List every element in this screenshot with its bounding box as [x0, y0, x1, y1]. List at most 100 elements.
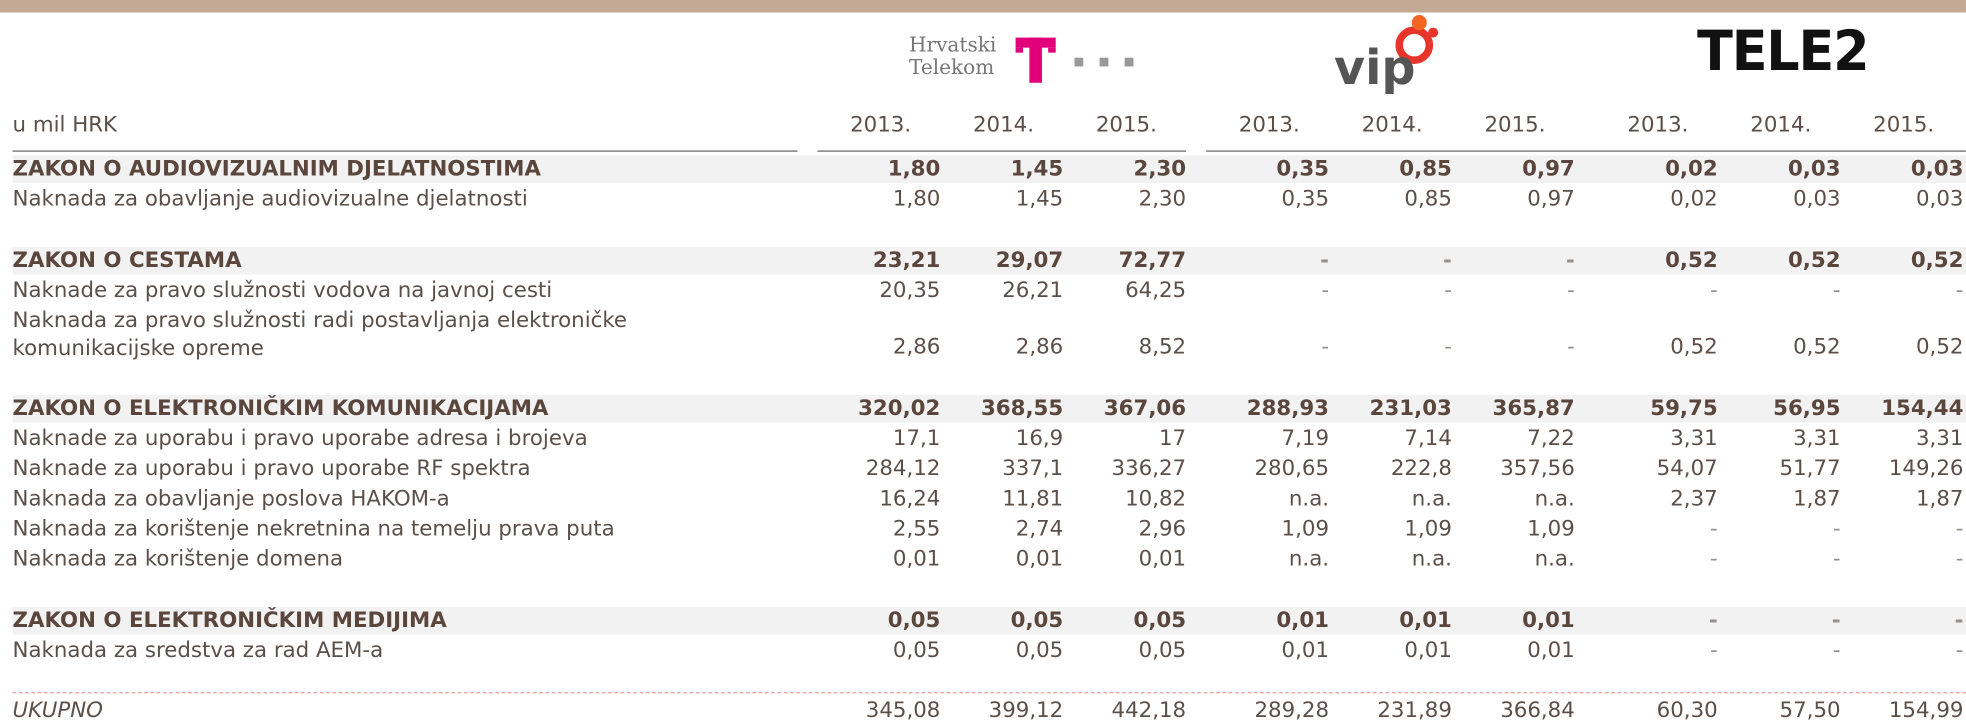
cell: 0,35 — [1281, 186, 1330, 212]
row-label: ZAKON O AUDIOVIZUALNIM DJELATNOSTIMA — [12, 156, 541, 182]
cell: 2,55 — [892, 516, 941, 542]
cell: - — [1832, 516, 1841, 542]
cell: 7,19 — [1281, 426, 1330, 452]
logo-tele2: TELE2 — [1697, 20, 1869, 85]
cell: 8,52 — [1138, 334, 1187, 360]
section-bg — [12, 606, 1966, 635]
year-header: 2013. — [1627, 112, 1689, 138]
cell: 3,31 — [1670, 426, 1718, 452]
cell: 0,03 — [1910, 156, 1964, 182]
cell: - — [1444, 278, 1452, 304]
year-header: 2013. — [850, 112, 912, 138]
cell: 284,12 — [865, 456, 941, 482]
cell: 0,01 — [892, 546, 941, 572]
cell: 0,03 — [1915, 186, 1964, 212]
cell: 0,97 — [1522, 156, 1575, 182]
cell: 51,77 — [1779, 456, 1841, 482]
cell: - — [1955, 516, 1964, 542]
cell: 1,80 — [892, 186, 941, 212]
cell: 56,95 — [1773, 396, 1841, 422]
cell: 442,18 — [1111, 698, 1187, 724]
cell: - — [1710, 638, 1718, 664]
cell: - — [1955, 278, 1964, 304]
cell: 0,02 — [1665, 156, 1718, 182]
cell: 0,01 — [1138, 546, 1187, 572]
logo-text: Telekom — [909, 55, 995, 79]
cell: 0,01 — [1015, 546, 1064, 572]
cell: n.a. — [1534, 486, 1575, 512]
cell: 0,52 — [1910, 248, 1964, 274]
cell: 0,05 — [887, 608, 941, 634]
row-label: Naknade za uporabu i pravo uporabe RF sp… — [12, 456, 531, 482]
row-label: Naknada za pravo služnosti radi postavlj… — [12, 308, 628, 362]
section-bg — [12, 246, 1966, 275]
cell: 345,08 — [865, 698, 941, 724]
cell: - — [1832, 278, 1841, 304]
cell: 320,02 — [858, 396, 941, 422]
cell: 0,85 — [1404, 186, 1452, 212]
cell: 0,97 — [1527, 186, 1575, 212]
cell: 16,24 — [879, 486, 941, 512]
cell: 17 — [1158, 426, 1187, 452]
row-label: Naknada za obavljanje audiovizualne djel… — [12, 186, 528, 212]
year-header: 2014. — [972, 112, 1034, 138]
cell: 368,55 — [980, 396, 1064, 422]
row-label: ZAKON O ELEKTRONIČKIM MEDIJIMA — [12, 608, 447, 634]
cell: 2,30 — [1138, 186, 1187, 212]
cell: 2,30 — [1133, 156, 1187, 182]
unit-label: u mil HRK — [12, 112, 118, 138]
cell: 0,05 — [1133, 608, 1187, 634]
cell: 149,26 — [1888, 456, 1964, 482]
cell: 0,02 — [1670, 186, 1718, 212]
year-header: 2014. — [1750, 112, 1812, 138]
cell: 2,74 — [1015, 516, 1064, 542]
rule — [817, 150, 1187, 152]
cell: 64,25 — [1125, 278, 1187, 304]
row-label: ZAKON O CESTAMA — [12, 248, 242, 274]
cell: 72,77 — [1118, 248, 1187, 274]
cell: - — [1710, 516, 1718, 542]
cell: 0,52 — [1665, 248, 1718, 274]
cell: 1,09 — [1281, 516, 1330, 542]
cell: 0,03 — [1793, 186, 1841, 212]
cell: n.a. — [1288, 486, 1330, 512]
cell: 1,09 — [1404, 516, 1452, 542]
row-label: Naknade za pravo služnosti vodova na jav… — [12, 278, 553, 304]
row-label: ZAKON O ELEKTRONIČKIM KOMUNIKACIJAMA — [12, 396, 549, 422]
cell: 20,35 — [879, 278, 941, 304]
cell: 288,93 — [1246, 396, 1330, 422]
cell: 0,03 — [1787, 156, 1841, 182]
cell: - — [1321, 334, 1330, 360]
cell: - — [1710, 278, 1718, 304]
cell: 10,82 — [1125, 486, 1187, 512]
row-label: Naknada za korištenje domena — [12, 546, 344, 572]
section-bg — [12, 394, 1966, 423]
cell: 0,05 — [1015, 638, 1064, 664]
cell: 289,28 — [1254, 698, 1330, 724]
cell: 2,86 — [1015, 334, 1064, 360]
cell: 154,99 — [1888, 698, 1964, 724]
cell: 0,01 — [1522, 608, 1575, 634]
cell: 231,89 — [1377, 698, 1452, 724]
year-header: 2015. — [1484, 112, 1546, 138]
cell: 0,01 — [1399, 608, 1452, 634]
row-label: Naknada za korištenje nekretnina na teme… — [12, 516, 615, 542]
cell: n.a. — [1411, 546, 1452, 572]
cell: 366,84 — [1500, 698, 1575, 724]
cell: 17,1 — [892, 426, 941, 452]
cell: 7,22 — [1527, 426, 1575, 452]
cell: 336,27 — [1111, 456, 1187, 482]
cell: - — [1831, 608, 1841, 634]
cell: 59,75 — [1650, 396, 1718, 422]
cell: n.a. — [1288, 546, 1330, 572]
cell: 2,37 — [1670, 486, 1718, 512]
cell: 367,06 — [1103, 396, 1187, 422]
cell: 222,8 — [1390, 456, 1452, 482]
cell: 0,01 — [1276, 608, 1330, 634]
cell: 0,85 — [1399, 156, 1452, 182]
cell: n.a. — [1411, 486, 1452, 512]
cell: - — [1954, 608, 1964, 634]
row-label: Naknada za obavljanje poslova HAKOM-a — [12, 486, 450, 512]
cell: 0,52 — [1793, 334, 1841, 360]
section-bg — [12, 155, 1966, 184]
